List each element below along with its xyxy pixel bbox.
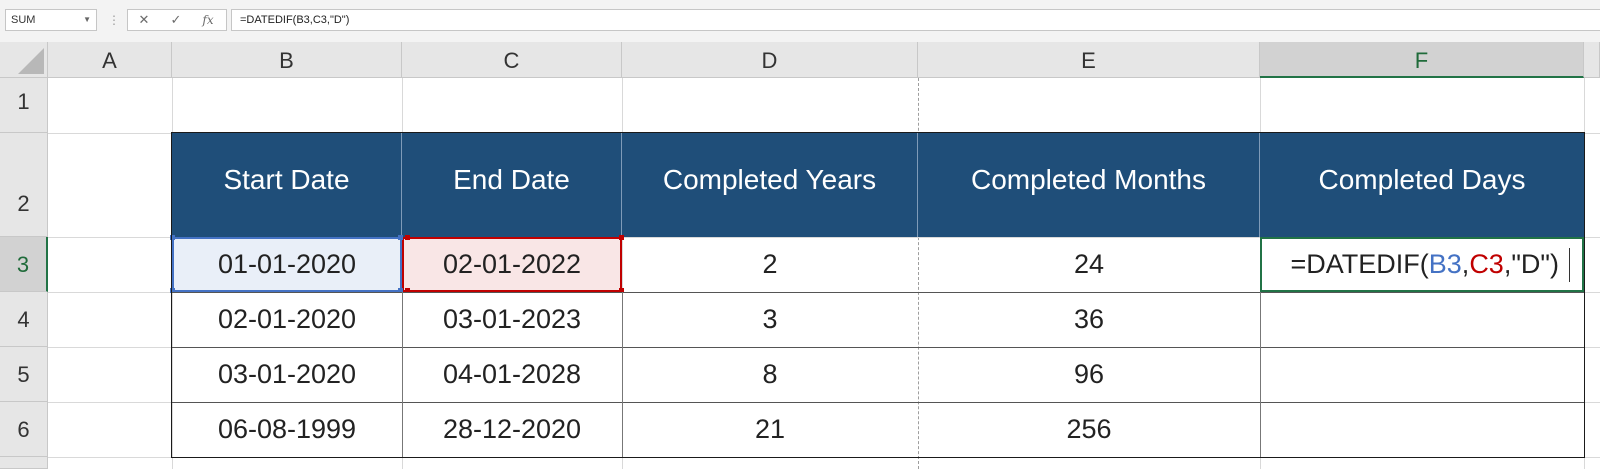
- row-header-1[interactable]: 1: [0, 78, 48, 133]
- column-header-e[interactable]: E: [918, 42, 1260, 78]
- page-break-line: [918, 78, 919, 469]
- enter-icon[interactable]: ✓: [170, 12, 182, 27]
- drag-handle-icon[interactable]: ⋮: [108, 13, 120, 27]
- header-completed-months[interactable]: Completed Months: [918, 133, 1260, 237]
- gridline: [48, 237, 1600, 238]
- cell-e5[interactable]: 96: [1073, 359, 1105, 389]
- chevron-down-icon[interactable]: ▼: [83, 15, 91, 24]
- select-all-triangle-icon: [18, 48, 44, 74]
- header-completed-years[interactable]: Completed Years: [622, 133, 918, 237]
- column-header-g[interactable]: [1584, 42, 1600, 78]
- cell-d3[interactable]: 2: [762, 249, 778, 279]
- row-header-5[interactable]: 5: [0, 347, 48, 402]
- table-border: [172, 292, 1584, 293]
- row-header-3[interactable]: 3: [0, 237, 48, 292]
- cell-d6[interactable]: 21: [754, 414, 786, 444]
- cell-c5[interactable]: 04-01-2028: [442, 359, 582, 389]
- cell-d4[interactable]: 3: [762, 304, 778, 334]
- gridline: [1584, 78, 1585, 469]
- row-header-7[interactable]: [0, 457, 48, 469]
- cell-b5[interactable]: 03-01-2020: [217, 359, 357, 389]
- column-header-f[interactable]: F: [1260, 42, 1584, 78]
- cell-b4[interactable]: 02-01-2020: [217, 304, 357, 334]
- text-cursor: [1569, 247, 1570, 282]
- name-box-value: SUM: [11, 14, 36, 26]
- row-header-4[interactable]: 4: [0, 292, 48, 347]
- cell-c3[interactable]: 02-01-2022: [402, 237, 622, 292]
- column-header-b[interactable]: B: [172, 42, 402, 78]
- column-header-d[interactable]: D: [622, 42, 918, 78]
- cancel-icon[interactable]: ✕: [138, 12, 150, 27]
- cell-e3[interactable]: 24: [1073, 249, 1105, 279]
- table-border: [172, 402, 1584, 403]
- formula-input[interactable]: =DATEDIF(B3,C3,"D"): [231, 9, 1600, 31]
- table-border: [402, 292, 403, 457]
- cell-f4[interactable]: [1260, 292, 1584, 347]
- header-start-date[interactable]: Start Date: [172, 133, 402, 237]
- column-header-c[interactable]: C: [402, 42, 622, 78]
- header-end-date[interactable]: End Date: [402, 133, 622, 237]
- cell-c6[interactable]: 28-12-2020: [442, 414, 582, 444]
- cell-d5[interactable]: 8: [762, 359, 778, 389]
- range-handle[interactable]: [405, 235, 410, 240]
- formula-ref-c3: C3: [1469, 249, 1504, 279]
- gridline: [622, 78, 623, 469]
- cell-f5[interactable]: [1260, 347, 1584, 402]
- cell-f6[interactable]: [1260, 402, 1584, 457]
- cell-f3-editing[interactable]: =DATEDIF(B3, C3 ,"D"): [1260, 237, 1584, 292]
- range-handle[interactable]: [170, 288, 175, 293]
- cell-e4[interactable]: 36: [1073, 304, 1105, 334]
- formula-prefix: =DATEDIF(: [1290, 249, 1429, 279]
- select-all-button[interactable]: [0, 42, 48, 78]
- row-header-2[interactable]: 2: [0, 133, 48, 237]
- formula-sep: ,: [1461, 249, 1470, 279]
- cell-b3[interactable]: 01-01-2020: [172, 237, 402, 292]
- formula-suffix: ,"D"): [1503, 249, 1559, 279]
- insert-function-icon[interactable]: fx: [202, 13, 214, 27]
- cell-b6[interactable]: 06-08-1999: [217, 414, 357, 444]
- formula-buttons: ✕ ✓ fx: [127, 9, 227, 31]
- header-completed-days[interactable]: Completed Days: [1260, 133, 1584, 237]
- range-handle[interactable]: [398, 288, 403, 293]
- column-header-a[interactable]: A: [48, 42, 172, 78]
- formula-ref-b3: B3: [1428, 249, 1462, 279]
- range-handle[interactable]: [619, 288, 624, 293]
- range-handle[interactable]: [619, 235, 624, 240]
- name-box[interactable]: SUM ▼: [5, 9, 97, 31]
- row-header-6[interactable]: 6: [0, 402, 48, 457]
- table-border: [622, 292, 623, 457]
- range-handle[interactable]: [398, 235, 403, 240]
- cell-c4[interactable]: 03-01-2023: [442, 304, 582, 334]
- table-border: [1260, 292, 1261, 457]
- cell-e6[interactable]: 256: [1066, 414, 1112, 444]
- range-handle[interactable]: [405, 288, 410, 293]
- table-border: [172, 347, 1584, 348]
- gridline: [48, 457, 1600, 458]
- range-handle[interactable]: [170, 235, 175, 240]
- formula-bar: SUM ▼ ⋮ ✕ ✓ fx =DATEDIF(B3,C3,"D"): [0, 0, 1600, 42]
